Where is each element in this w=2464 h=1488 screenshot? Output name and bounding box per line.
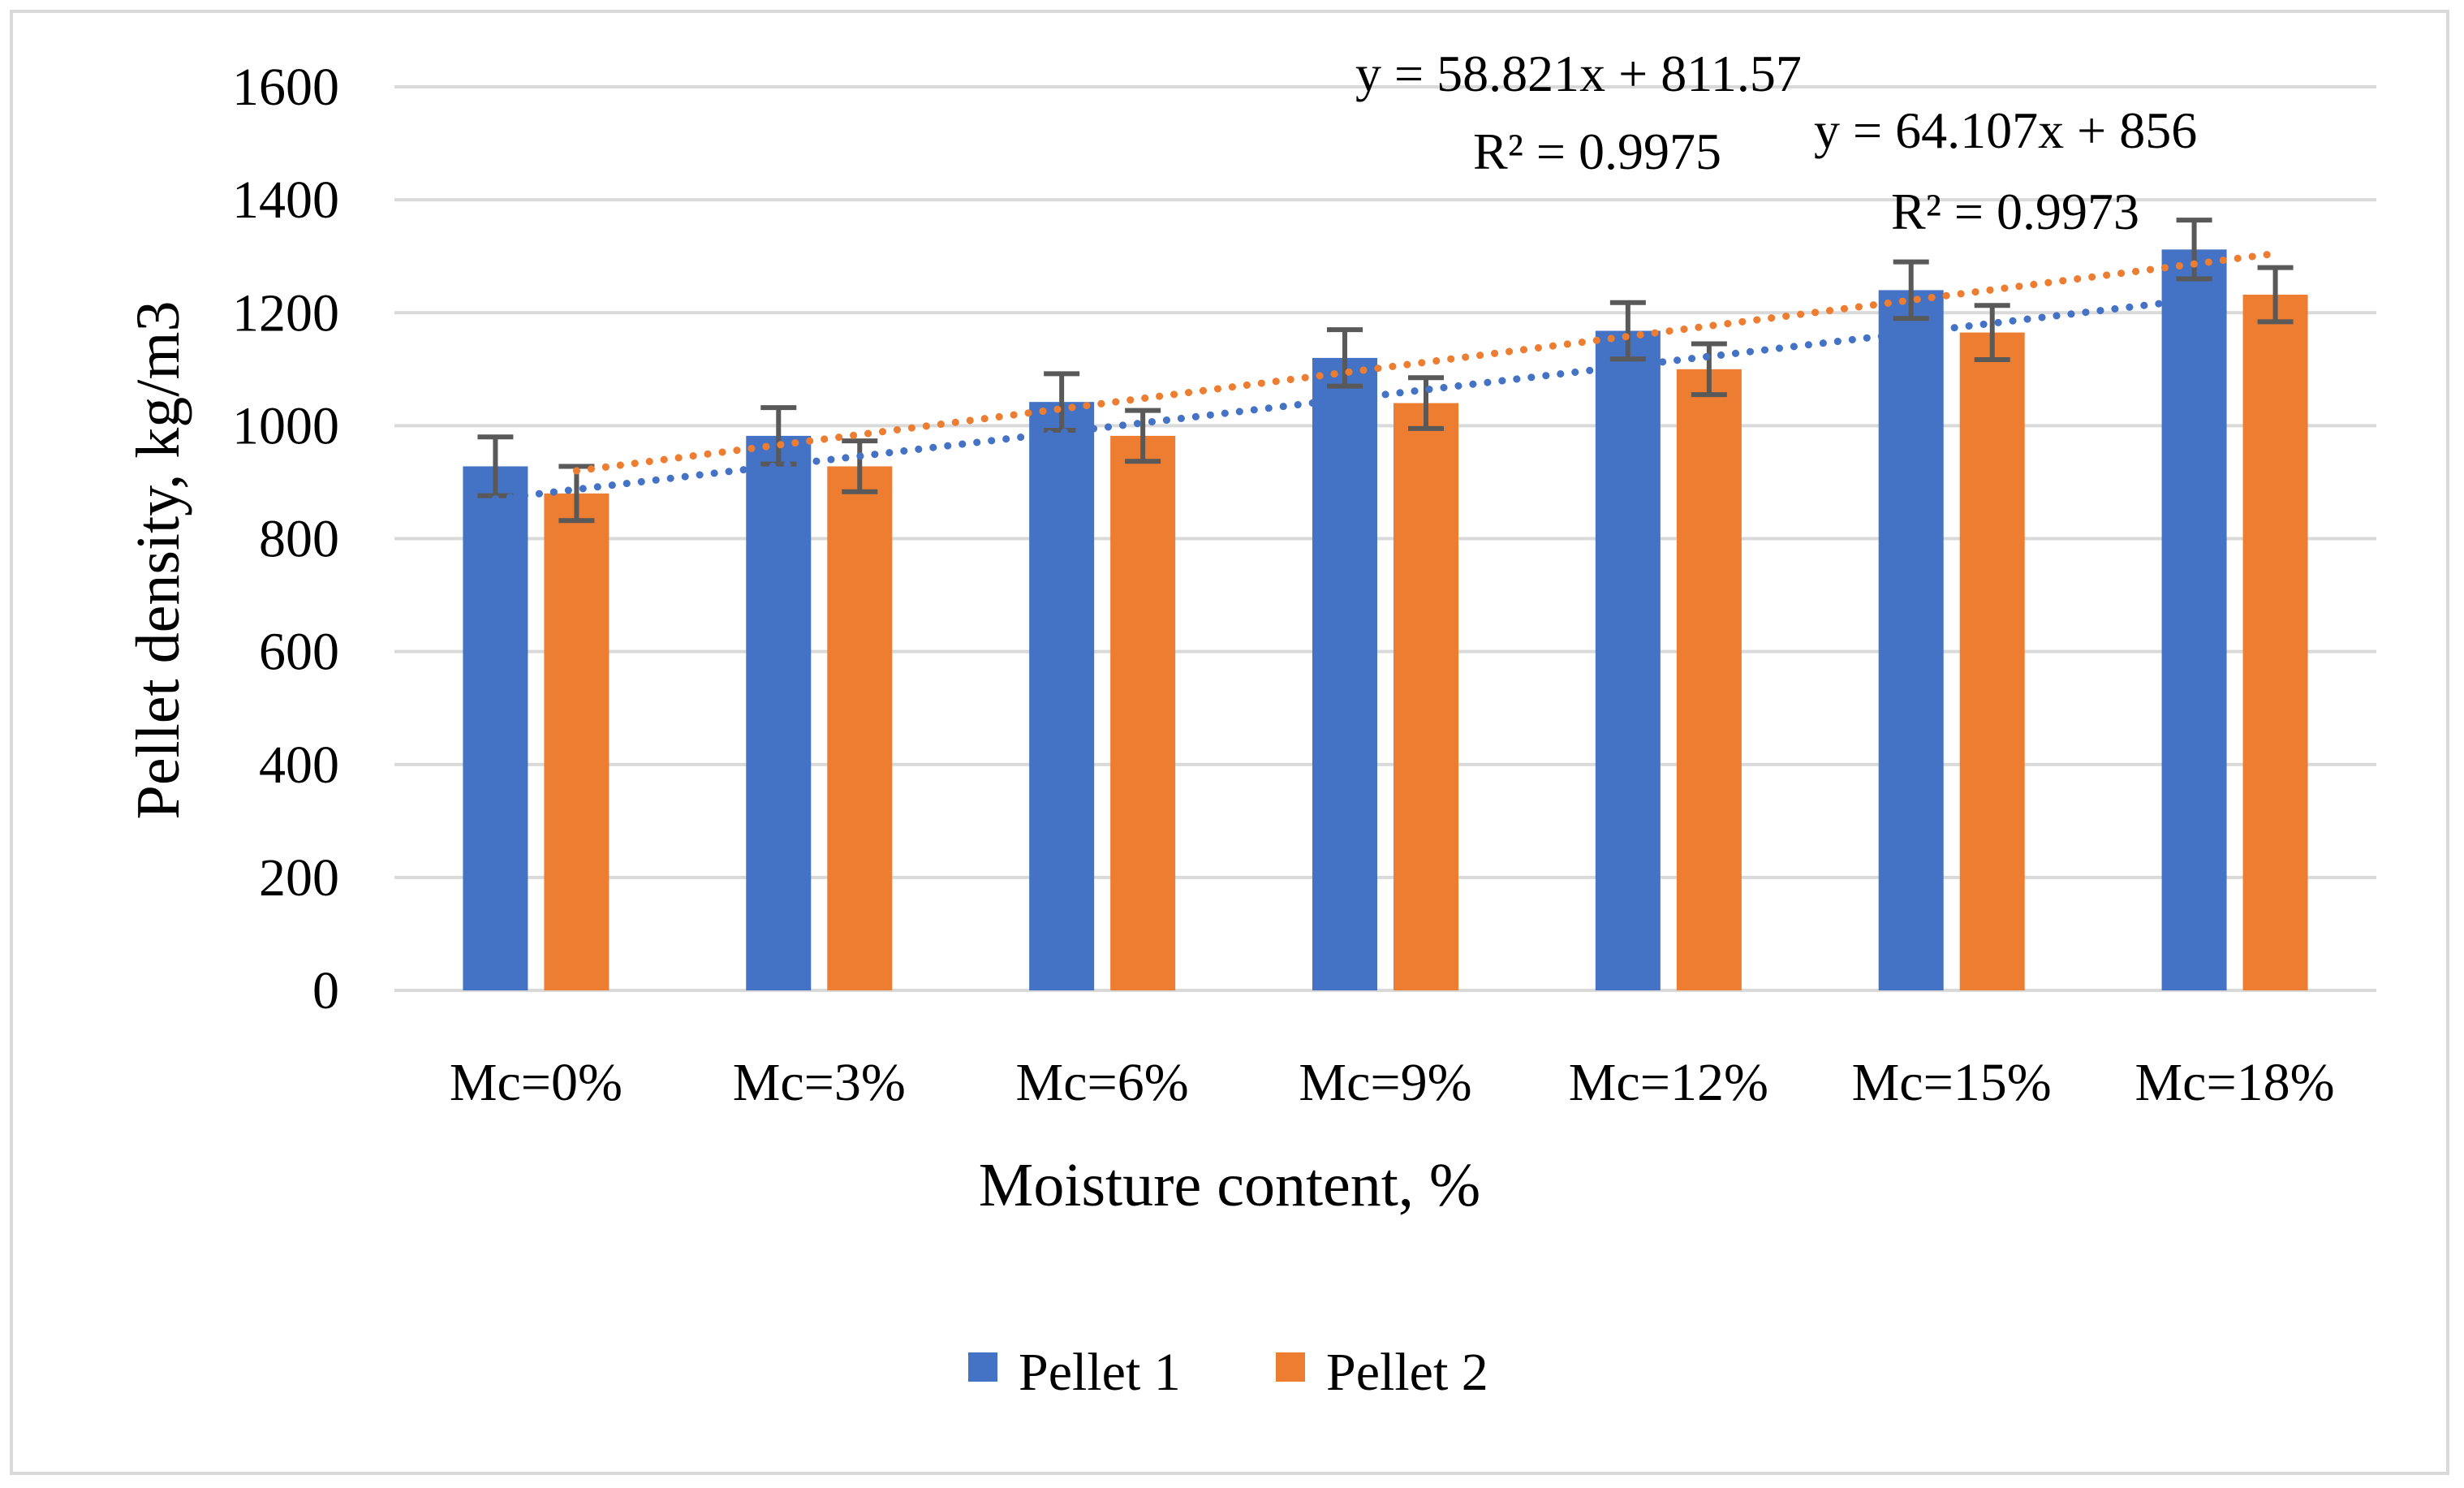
y-tick-label-600: 600 [259,623,339,682]
x-tick-label-1: Mc=3% [733,1053,906,1112]
y-axis-title: Pellet density, kg/m3 [124,301,192,820]
error-bar-pellet-2-4 [1691,341,1727,398]
error-bar-pellet-2-2 [1125,408,1161,464]
error-bar-pellet-1-3 [1327,327,1363,389]
y-tick-label-1600: 1600 [232,58,339,117]
legend-label-pellet-2: Pellet 2 [1326,1343,1488,1402]
bar-pellet-2-3 [1394,403,1458,990]
x-tick-label-2: Mc=6% [1016,1053,1189,1112]
bar-pellet-1-0 [463,466,528,990]
bar-pellet-2-4 [1676,369,1742,990]
x-axis-title: Moisture content, % [979,1151,1480,1219]
y-tick-label-1400: 1400 [232,170,339,230]
error-bar-pellet-2-3 [1408,375,1444,431]
y-tick-label-200: 200 [259,848,339,908]
error-bars [477,218,2294,524]
trendline-1-r2: R² = 0.9975 [1473,123,1721,180]
trendline-2-equation: y = 64.107x + 856 [1814,101,2197,159]
x-tick-label-3: Mc=9% [1299,1053,1471,1112]
bars [463,249,2308,991]
bar-pellet-1-6 [2161,249,2227,991]
y-tick-label-1200: 1200 [232,283,339,343]
x-axis-ticks: Mc=0% Mc=3% Mc=6% Mc=9% Mc=12% Mc=15% Mc=18% [450,1053,2335,1112]
bar-pellet-1-1 [746,435,812,990]
error-bar-pellet-2-5 [1974,303,2010,362]
y-tick-label-400: 400 [259,735,339,795]
y-tick-label-800: 800 [259,510,339,569]
trendline-pellet-2 [572,249,2280,475]
gridlines [394,85,2376,992]
legend: Pellet 1 Pellet 2 [968,1343,1488,1402]
bar-pellet-1-4 [1595,330,1661,990]
y-tick-label-1000: 1000 [232,396,339,455]
error-bar-pellet-2-6 [2257,265,2294,325]
chart-frame [10,10,2449,1475]
y-axis-ticks: 0 200 400 600 800 1000 1200 1400 1600 [232,58,339,1020]
error-bar-pellet-2-0 [558,464,595,524]
x-tick-label-0: Mc=0% [450,1053,622,1112]
x-tick-label-4: Mc=12% [1569,1053,1768,1112]
bar-pellet-2-0 [544,493,610,990]
trendline-pellet-1 [491,295,2199,503]
bar-pellet-2-6 [2242,294,2308,990]
trendline-2-r2: R² = 0.9973 [1891,183,2139,240]
error-bar-pellet-1-6 [2176,218,2212,282]
legend-label-pellet-1: Pellet 1 [1019,1343,1181,1402]
trendlines [491,249,2280,503]
legend-swatch-pellet-1 [968,1352,997,1382]
error-bar-pellet-1-5 [1893,259,1929,321]
bar-pellet-2-1 [827,466,893,990]
bar-pellet-1-2 [1029,402,1095,990]
legend-swatch-pellet-2 [1276,1352,1305,1382]
y-tick-label-0: 0 [312,961,339,1020]
bar-pellet-2-2 [1110,435,1176,990]
error-bar-pellet-1-4 [1609,300,1646,362]
bar-pellet-1-3 [1312,357,1377,990]
trendline-1-equation: y = 58.821x + 811.57 [1355,45,1802,102]
error-bar-pellet-2-1 [842,438,878,494]
bar-pellet-1-5 [1878,290,1944,990]
x-tick-label-6: Mc=18% [2134,1053,2334,1112]
bar-pellet-2-5 [1959,332,2025,990]
x-tick-label-5: Mc=15% [1852,1053,2052,1112]
